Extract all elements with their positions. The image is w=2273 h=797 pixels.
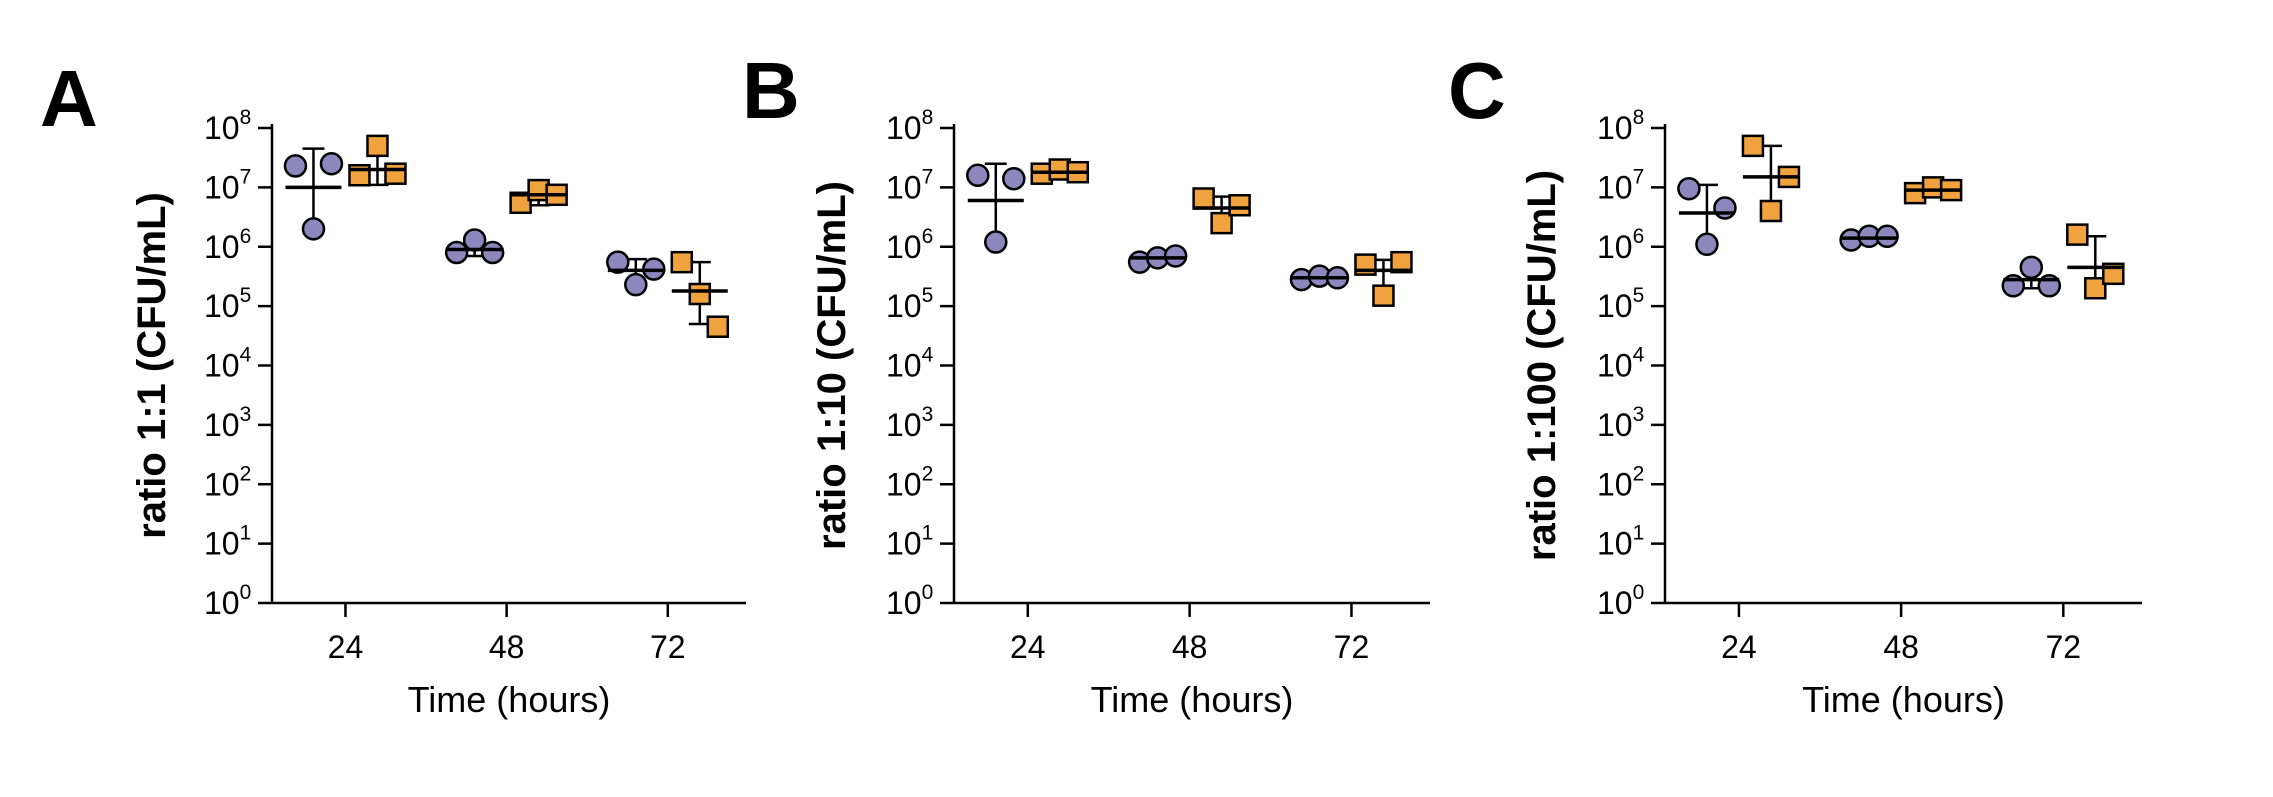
y-tick-label: 102: [886, 462, 933, 502]
data-point-circle: [624, 272, 648, 297]
y-tick-label: 106: [1597, 225, 1644, 265]
y-axis-label: ratio 1:10 (CFU/mL): [810, 181, 854, 550]
data-point-square: [706, 315, 730, 338]
y-axis-label: ratio 1:1 (CFU/mL): [130, 192, 174, 539]
panel-b: B 100 101 102 103 104 105 106 107 108 24 48 72 Time (…: [742, 46, 1430, 720]
data-point-circle: [606, 250, 630, 274]
x-tick-label: 48: [489, 629, 525, 665]
data-point-square: [1192, 187, 1215, 210]
data-point-circle: [283, 154, 308, 178]
y-tick-label: 103: [886, 403, 933, 443]
x-axis-label: Time (hours): [1802, 679, 2005, 720]
panel-letter: B: [742, 46, 800, 135]
y-tick-label: 107: [886, 165, 933, 205]
data-point-square: [1741, 134, 1765, 158]
y-tick-label: 108: [204, 106, 251, 146]
y-tick-label: 100: [886, 581, 933, 621]
data-point-square: [1372, 284, 1395, 307]
data-point-circle: [1677, 176, 1701, 201]
data-point-circle: [444, 240, 469, 265]
panel-a: A 100 101 102 103 104 105 106 107 108 24 48 72 Time (…: [40, 54, 746, 720]
data-point-square: [2066, 223, 2089, 246]
data-point-circle: [966, 163, 990, 188]
y-tick-label: 107: [1597, 165, 1644, 205]
data-point-square: [509, 191, 532, 215]
data-point-square: [366, 134, 389, 158]
y-tick-label: 100: [1597, 581, 1644, 621]
data-point-square: [1759, 199, 1783, 223]
x-tick-label: 24: [1010, 629, 1046, 665]
x-tick-label: 24: [1721, 629, 1757, 665]
x-axis-label: Time (hours): [1091, 679, 1294, 720]
y-tick-label: 102: [1597, 462, 1644, 502]
y-tick-label: 101: [886, 522, 933, 562]
data-point-circle: [1163, 244, 1188, 268]
data-point-circle: [480, 240, 505, 265]
x-tick-label: 48: [1883, 629, 1919, 665]
data-point-square: [384, 162, 407, 185]
y-tick-label: 108: [1597, 106, 1644, 146]
x-tick-label: 24: [328, 629, 364, 665]
data-point-square: [1210, 211, 1233, 235]
y-tick-label: 103: [1597, 403, 1644, 443]
y-tick-label: 104: [1597, 344, 1645, 384]
data-point-circle: [1875, 224, 1899, 249]
data-point-square: [1390, 250, 1413, 274]
data-point-circle: [1002, 166, 1026, 191]
y-tick-label: 106: [204, 225, 251, 265]
data-point-circle: [319, 151, 344, 176]
y-tick-label: 105: [886, 284, 933, 324]
panel-letter: C: [1448, 46, 1506, 135]
data-point-square: [688, 282, 712, 306]
data-point-circle: [462, 228, 487, 252]
data-point-circle: [1713, 196, 1737, 220]
y-tick-label: 107: [204, 165, 251, 205]
data-point-square: [670, 250, 694, 274]
y-tick-label: 101: [204, 522, 251, 562]
x-tick-label: 72: [2045, 629, 2081, 665]
x-tick-label: 72: [1334, 629, 1370, 665]
data-point-square: [2084, 277, 2107, 300]
data-point-circle: [1695, 232, 1719, 257]
y-tick-label: 106: [886, 225, 933, 265]
y-tick-label: 103: [204, 403, 251, 443]
data-point-circle: [301, 217, 326, 241]
y-tick-label: 102: [204, 462, 251, 502]
panel-letter: A: [40, 54, 98, 143]
x-tick-label: 72: [650, 629, 686, 665]
data-point-circle: [2019, 255, 2044, 280]
data-point-circle: [984, 230, 1008, 254]
y-tick-label: 105: [204, 284, 251, 324]
x-tick-label: 48: [1172, 629, 1208, 665]
y-tick-label: 104: [204, 344, 252, 384]
y-tick-label: 100: [204, 581, 251, 621]
y-tick-label: 101: [1597, 522, 1644, 562]
x-axis-label: Time (hours): [408, 679, 611, 720]
panel-c: C 100 101 102 103 104 105 106 107 108 24 48 72 Time (…: [1448, 46, 2142, 720]
y-axis-label: ratio 1:100 (CFU/mL): [1520, 170, 1564, 561]
data-point-square: [1228, 193, 1251, 217]
y-tick-label: 104: [886, 344, 934, 384]
y-tick-label: 105: [1597, 284, 1644, 324]
y-tick-label: 108: [886, 106, 933, 146]
